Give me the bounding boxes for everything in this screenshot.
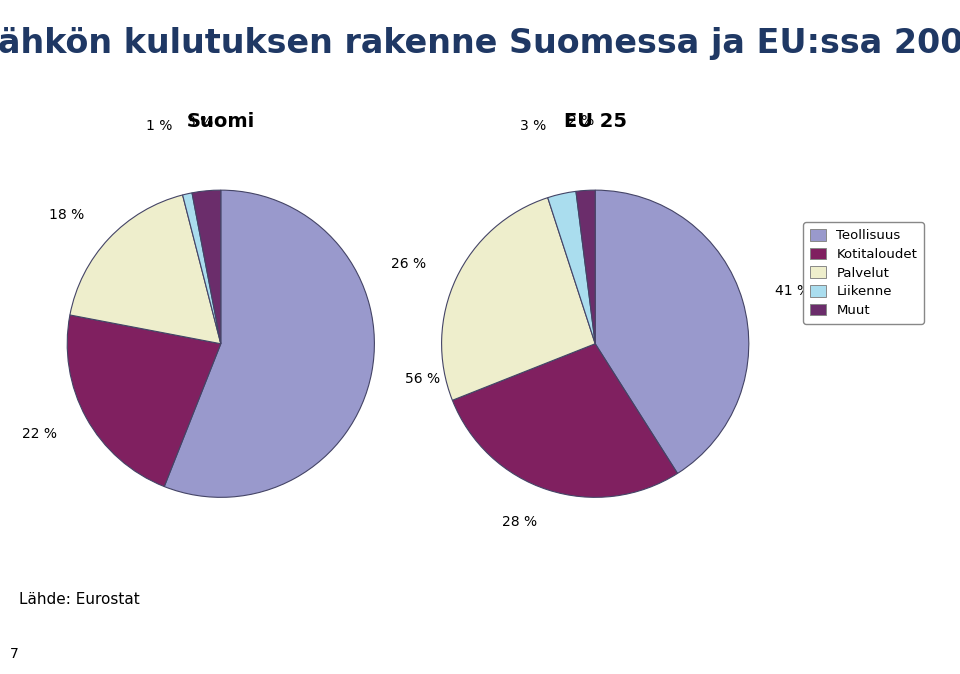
Text: Lähde: Eurostat: Lähde: Eurostat xyxy=(19,592,140,607)
Text: 28 %: 28 % xyxy=(502,515,538,529)
Title: Suomi: Suomi xyxy=(186,112,255,131)
Wedge shape xyxy=(164,190,374,497)
Text: 18 %: 18 % xyxy=(49,208,84,222)
Wedge shape xyxy=(595,190,749,473)
Wedge shape xyxy=(182,193,221,344)
Text: 26 %: 26 % xyxy=(391,257,425,271)
Text: Sähkön kulutuksen rakenne Suomessa ja EU:ssa 2005: Sähkön kulutuksen rakenne Suomessa ja EU… xyxy=(0,28,960,60)
Wedge shape xyxy=(70,195,221,344)
Legend: Teollisuus, Kotitaloudet, Palvelut, Liikenne, Muut: Teollisuus, Kotitaloudet, Palvelut, Liik… xyxy=(804,222,924,324)
Title: EU 25: EU 25 xyxy=(564,112,627,131)
Wedge shape xyxy=(452,344,678,497)
Text: 2 %: 2 % xyxy=(568,115,594,129)
Text: 3 %: 3 % xyxy=(186,115,213,129)
Wedge shape xyxy=(576,190,595,344)
Wedge shape xyxy=(442,197,595,400)
Text: 56 %: 56 % xyxy=(405,372,440,386)
Wedge shape xyxy=(67,315,221,487)
Text: 7: 7 xyxy=(10,646,18,661)
Wedge shape xyxy=(192,190,221,344)
Text: 1 %: 1 % xyxy=(146,119,172,133)
Text: 3 %: 3 % xyxy=(520,119,546,133)
Text: 22 %: 22 % xyxy=(21,427,57,441)
Wedge shape xyxy=(548,191,595,344)
Text: 41 %: 41 % xyxy=(775,284,810,299)
